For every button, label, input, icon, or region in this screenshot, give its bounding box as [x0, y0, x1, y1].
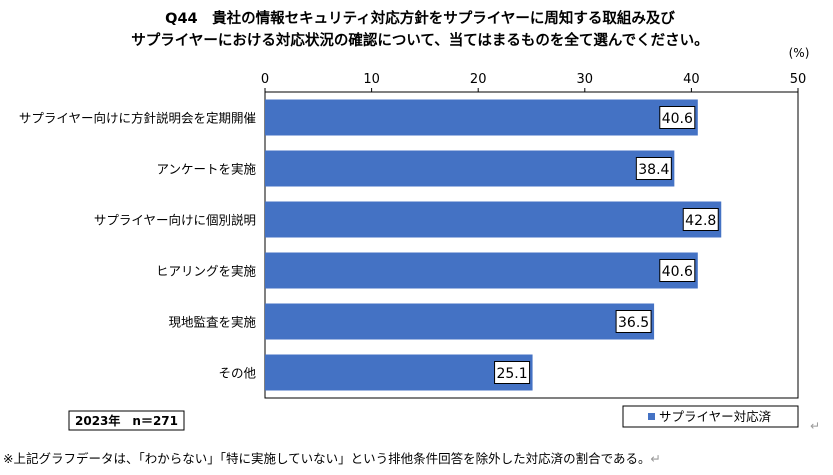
category-label: その他 [218, 366, 256, 381]
legend-swatch [648, 413, 655, 420]
bar [265, 354, 533, 391]
sample-size-label: 2023年 n＝271 [75, 413, 178, 428]
x-tick-label: 20 [470, 72, 487, 87]
x-tick-label: 0 [261, 72, 269, 87]
data-label: 40.6 [662, 111, 693, 127]
data-label: 40.6 [662, 264, 693, 280]
chart-title-line-1: Q44 貴社の情報セキュリティ対応方針をサプライヤーに周知する取組み及び [165, 11, 675, 27]
legend-box [622, 405, 799, 428]
return-mark: ↵ [650, 451, 661, 466]
data-label-box [659, 259, 696, 282]
data-label-box [635, 157, 672, 180]
legend-return-mark: ↵ [810, 419, 820, 433]
data-label-box [682, 208, 719, 231]
data-label: 38.4 [638, 162, 669, 178]
category-label: サプライヤー向けに個別説明 [94, 213, 256, 228]
unit-label: (%) [789, 46, 810, 60]
x-tick-label: 10 [363, 72, 380, 87]
sample-size-box [68, 410, 185, 431]
legend-label: サプライヤー対応済 [659, 409, 772, 424]
data-label-box [494, 361, 531, 384]
plot-area-frame [264, 91, 799, 399]
data-label-box [659, 106, 696, 129]
category-label: 現地監査を実施 [168, 315, 256, 330]
category-label: アンケートを実施 [156, 162, 256, 177]
data-label-box [615, 310, 652, 333]
bar [265, 99, 698, 136]
data-label: 36.5 [618, 315, 649, 331]
bar [265, 150, 675, 187]
x-tick-label: 30 [577, 72, 594, 87]
x-tick-label: 40 [683, 72, 700, 87]
bar [265, 252, 698, 289]
data-label: 25.1 [496, 366, 527, 382]
chart-title: Q44 貴社の情報セキュリティ対応方針をサプライヤーに周知する取組み及び サプラ… [60, 8, 780, 52]
bar [265, 303, 655, 340]
footnote: ※上記グラフデータは、「わからない」「特に実施していない」という排他条件回答を除… [3, 448, 661, 467]
chart-title-line-2: サプライヤーにおける対応状況の確認について、当てはまるものを全て選んでください。 [131, 33, 709, 49]
bar-chart: 0 10 20 30 40 50 (%) サプライヤー向けに方針説明会を定期開催 40.6 アンケ… [19, 46, 820, 433]
category-label: ヒアリングを実施 [156, 264, 257, 279]
data-label: 42.8 [685, 213, 716, 229]
bar [265, 201, 722, 238]
category-label: サプライヤー向けに方針説明会を定期開催 [19, 111, 256, 126]
x-tick-label: 50 [790, 72, 807, 87]
footnote-text: ※上記グラフデータは、「わからない」「特に実施していない」という排他条件回答を除… [3, 451, 651, 466]
